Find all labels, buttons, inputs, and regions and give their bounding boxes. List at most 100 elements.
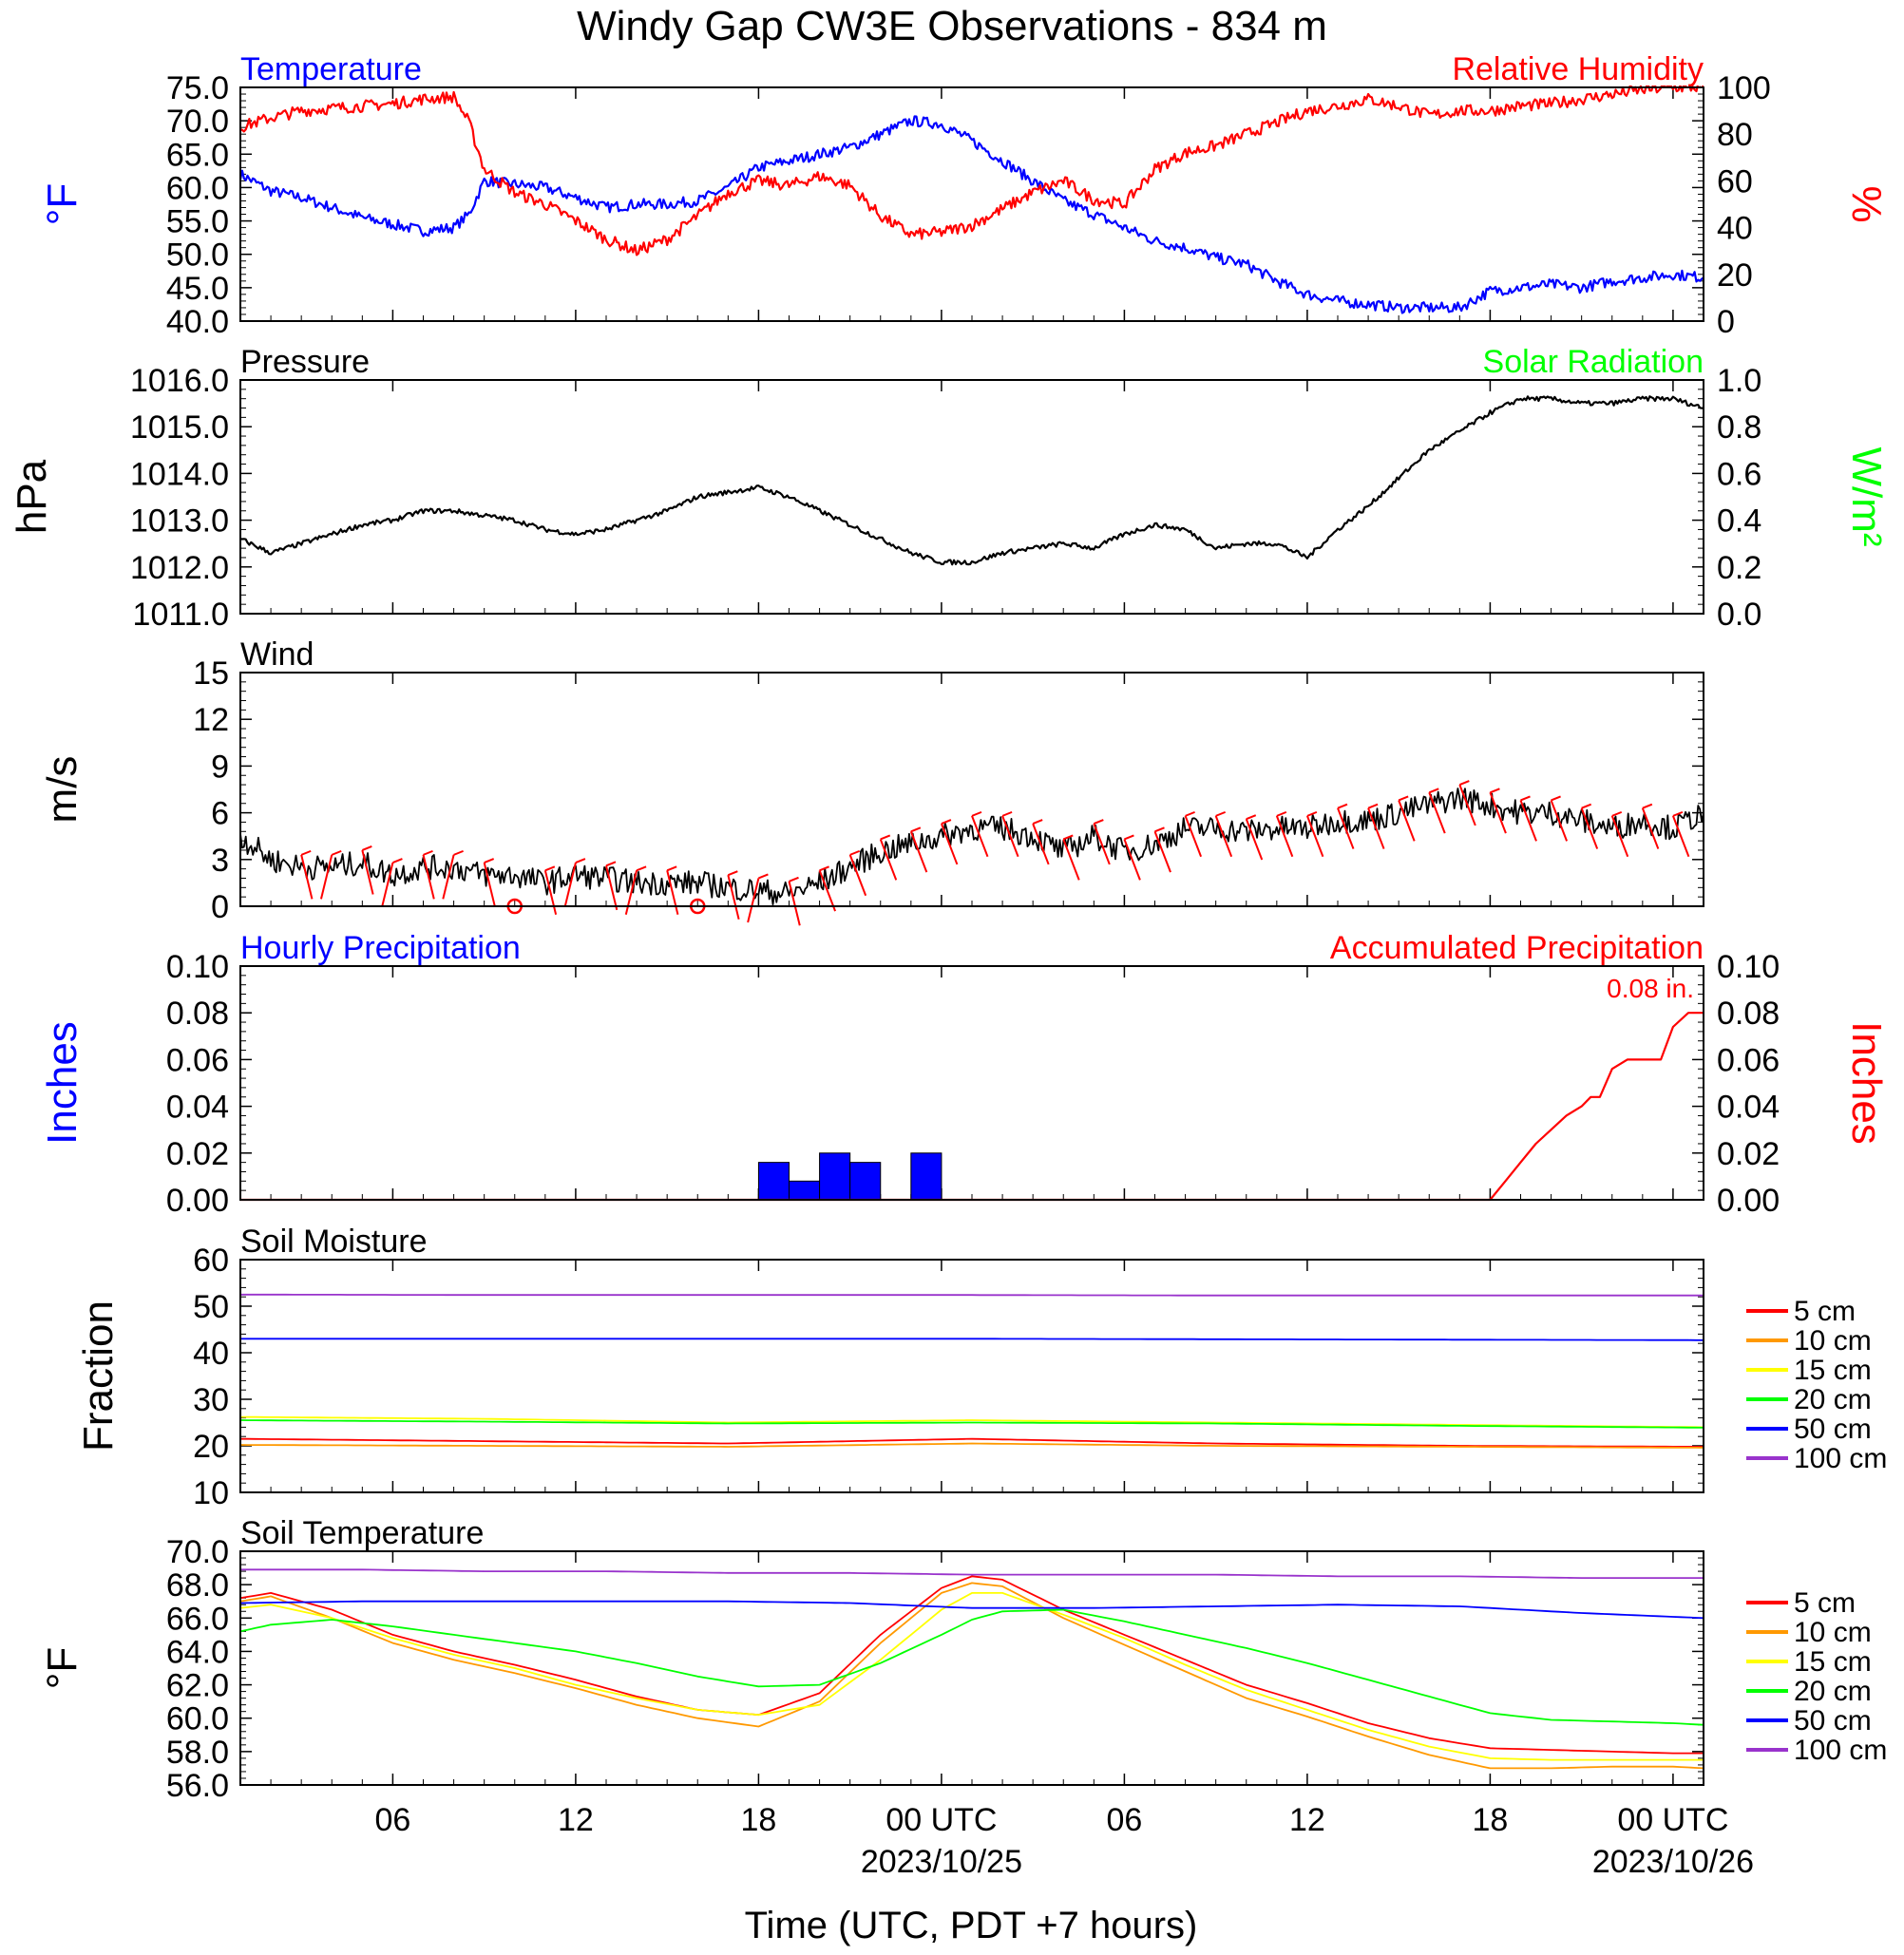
wind-barb-flag [1276,810,1287,817]
series-line-100-cm [240,1568,1704,1579]
y-tick-label-left: 70.0 [166,104,229,140]
y-tick-label-left: 6 [211,796,229,832]
x-tick-date-label: 2023/10/25 [861,1844,1022,1880]
panel-frame [239,1259,1704,1493]
wind-barb-flag [1093,819,1104,826]
plot-area-soil-temp [240,1568,1704,1770]
legend-label-15-cm: 15 cm [1794,1646,1872,1678]
wind-barb-flag [575,858,586,864]
panel-title-relative-humidity: Relative Humidity [1452,51,1704,87]
series-line-10-cm [240,1442,1704,1449]
wind-barb [971,815,989,858]
y-tick-label-left: 60 [193,1243,229,1279]
y-tick-label-right: 0.08 [1717,996,1780,1032]
y-tick-label-left: 0.00 [166,1183,229,1219]
wind-barb [909,830,928,873]
y-tick-label-left: 1014.0 [130,456,229,492]
wind-barb [1398,800,1416,842]
panel-precip: Hourly Precipitation Accumulated Precipit… [39,930,1890,1219]
y-axis-label-right: % [1843,185,1890,222]
wind-barb-flag [1611,810,1623,817]
wind-barb-flag [636,865,647,872]
y-tick-label-left: 68.0 [166,1567,229,1604]
y-tick-label-left: 40 [193,1336,229,1372]
wind-barb-flag [880,834,891,841]
y-tick-label-right: 0.10 [1717,949,1780,985]
y-tick-label-right: 0.06 [1717,1042,1780,1078]
y-axis-label-left: Inches [39,1021,86,1145]
wind-barb [1550,800,1569,842]
series-line-50-cm [240,1338,1704,1341]
y-tick-label-right: 0.6 [1717,456,1761,492]
panel-title-wind: Wind [240,636,314,673]
y-tick-label-left: 3 [211,843,229,879]
precip-bar [819,1152,851,1201]
wind-barb [666,870,679,916]
wind-barb [1093,823,1111,865]
wind-barb [319,854,333,900]
x-tick-label: 12 [1289,1802,1325,1838]
x-tick-label: 18 [741,1802,777,1838]
wind-barb [543,870,558,916]
wind-barb [1428,791,1446,834]
wind-barb [848,854,867,897]
wind-barb [442,854,455,900]
wind-barb-flag [1428,788,1439,794]
wind-barb [483,862,496,907]
plot-area-pressure [240,395,1704,566]
y-tick-label-left: 40.0 [166,304,229,340]
series-line-temperature [240,115,1704,314]
y-tick-label-left: 0.06 [166,1042,229,1078]
y-tick-label-left: 62.0 [166,1668,229,1704]
wind-barb [879,839,898,881]
panel-frame [239,379,1704,615]
x-tick-label: 06 [1107,1802,1143,1838]
y-tick-label-left: 1012.0 [130,550,229,586]
wind-barb [1641,807,1660,849]
y-tick-label-left: 66.0 [166,1601,229,1637]
wind-barb [1580,807,1599,849]
y-tick-label-left: 65.0 [166,137,229,173]
wind-barb-flag [819,865,829,872]
wind-barb-flag [361,845,372,851]
y-axis-label-right: Inches [1843,1021,1890,1145]
y-tick-label-left: 0.02 [166,1136,229,1172]
y-tick-label-left: 10 [193,1475,229,1511]
y-tick-label-left: 45.0 [166,271,229,307]
wind-barb-flag [1306,810,1318,817]
wind-barb-flag [1215,810,1227,817]
legend-label-10-cm: 10 cm [1794,1617,1872,1648]
wind-barb-flag [1154,826,1165,833]
panel-title-soil-temperature: Soil Temperature [240,1515,484,1551]
legend-label-5-cm: 5 cm [1794,1296,1856,1327]
wind-barb [1305,815,1324,858]
wind-barb [381,862,394,907]
series-line-5-cm [240,1437,1704,1448]
x-tick-label: 12 [558,1802,594,1838]
wind-barb [422,854,435,900]
x-tick-label: 18 [1473,1802,1509,1838]
wind-barb [818,869,837,912]
series-line-20-cm [240,1608,1704,1726]
wind-barb [940,823,959,865]
wind-barb-flag [1551,795,1561,802]
wind-barb-flag [910,826,922,833]
wind-barb [1001,815,1019,858]
panel-title-solar-radiation: Solar Radiation [1483,344,1704,380]
wind-barb [1610,815,1629,858]
wind-barb-flag [1367,803,1379,809]
wind-barb-flag [1642,803,1653,809]
panel-frame [239,86,1704,322]
y-tick-label-right: 0.00 [1717,1183,1780,1219]
y-tick-label-left: 9 [211,749,229,785]
y-tick-label-left: 64.0 [166,1634,229,1670]
wind-barb-flag [331,849,342,856]
wind-barb-flag [1520,795,1531,802]
panel-title-hourly-precipitation: Hourly Precipitation [240,930,521,966]
series-line-relative-humidity [240,85,1704,256]
y-tick-label-left: 1015.0 [130,409,229,446]
legend-label-20-cm: 20 cm [1794,1676,1872,1707]
y-tick-label-right: 0.0 [1717,597,1761,633]
wind-barb-flag [789,876,799,883]
wind-barb [361,849,374,895]
